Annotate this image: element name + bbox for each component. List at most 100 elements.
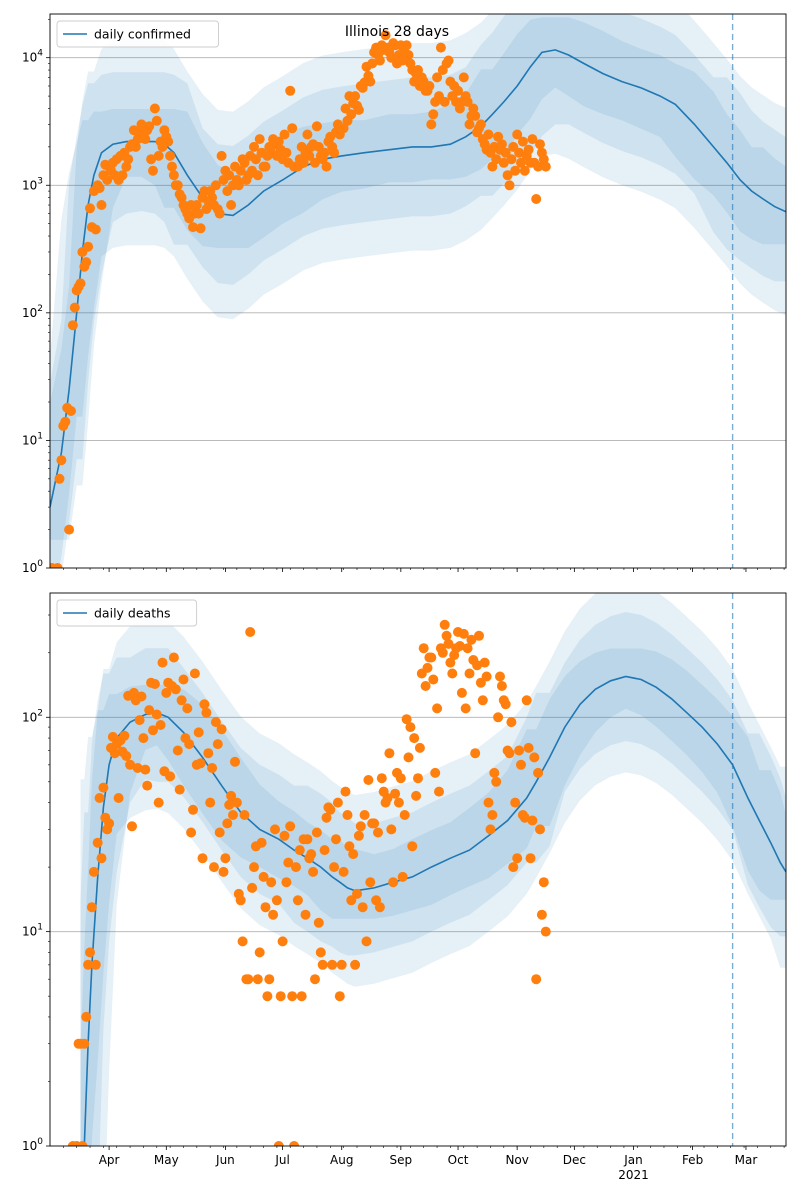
data-point	[458, 628, 469, 639]
data-point	[479, 657, 490, 668]
fit-line	[50, 49, 786, 508]
data-point	[264, 974, 275, 985]
data-point	[220, 853, 231, 864]
data-point	[310, 157, 320, 168]
data-point	[369, 818, 380, 829]
data-point	[514, 147, 525, 158]
data-point	[125, 759, 136, 770]
x-tick-label: Aug	[330, 1153, 353, 1167]
data-point	[512, 129, 523, 140]
data-point	[146, 154, 157, 165]
data-point	[249, 141, 259, 152]
data-point	[437, 647, 448, 658]
data-point	[291, 862, 301, 873]
data-point	[348, 849, 359, 860]
data-point	[121, 751, 132, 761]
data-point	[504, 180, 515, 191]
data-point	[485, 824, 496, 835]
data-point	[464, 119, 475, 130]
data-point	[203, 748, 214, 759]
data-point	[374, 902, 385, 913]
x-tick-label: Oct	[448, 1153, 469, 1167]
x-tick-label: Mar	[735, 1153, 758, 1167]
data-point	[132, 763, 143, 773]
data-point	[310, 974, 320, 985]
data-point	[535, 139, 545, 150]
data-point	[237, 936, 248, 947]
data-point	[384, 748, 395, 759]
data-point	[523, 144, 534, 155]
data-point	[252, 974, 263, 985]
data-point	[411, 790, 422, 801]
data-point	[88, 866, 99, 877]
data-point	[382, 793, 393, 803]
data-point	[531, 194, 542, 204]
data-point	[250, 154, 261, 165]
data-point	[83, 959, 94, 970]
data-point	[346, 895, 357, 906]
data-point	[344, 841, 355, 852]
uncertainty-band	[80, 612, 786, 1146]
data-point	[148, 725, 158, 736]
data-point	[353, 830, 364, 841]
data-point	[167, 161, 177, 172]
data-point	[365, 76, 376, 87]
x-tick-label: Jul	[274, 1153, 289, 1167]
data-point	[321, 161, 332, 172]
data-point	[535, 824, 545, 835]
data-point	[454, 641, 465, 651]
data-point	[140, 764, 151, 775]
data-point	[311, 827, 322, 838]
data-point	[462, 96, 473, 107]
data-point	[317, 959, 328, 970]
data-point	[113, 793, 124, 803]
data-point	[441, 630, 452, 641]
data-point	[357, 902, 368, 913]
data-point	[170, 684, 181, 695]
data-point	[184, 739, 195, 750]
data-point	[393, 797, 404, 808]
data-point	[270, 824, 280, 835]
data-point	[353, 104, 364, 115]
data-point	[496, 681, 507, 691]
data-point	[69, 302, 80, 313]
data-point	[127, 821, 137, 832]
data-point	[235, 895, 246, 906]
data-point	[56, 455, 67, 466]
data-point	[517, 136, 528, 147]
data-point	[395, 773, 406, 784]
uncertainty-band	[50, 14, 786, 568]
data-point	[432, 72, 443, 83]
data-point	[350, 91, 361, 102]
data-point	[81, 257, 92, 268]
data-point	[165, 771, 176, 782]
data-point	[231, 797, 242, 808]
y-tick-label: 102	[22, 304, 43, 320]
y-tick-label: 102	[22, 708, 43, 724]
data-point	[117, 170, 128, 181]
data-point	[350, 959, 361, 970]
data-point	[519, 165, 530, 176]
data-point	[308, 866, 319, 877]
data-point	[313, 917, 324, 928]
data-point	[151, 709, 162, 720]
data-point	[491, 154, 502, 165]
data-point	[302, 129, 313, 140]
data-point	[153, 797, 164, 808]
data-point	[340, 786, 351, 797]
data-point	[489, 767, 500, 778]
data-point	[460, 703, 471, 714]
data-point	[510, 165, 521, 176]
data-point	[300, 909, 311, 920]
data-point	[67, 320, 78, 331]
data-point	[142, 780, 153, 791]
data-point	[228, 810, 238, 820]
data-point	[508, 862, 519, 873]
data-point	[136, 691, 147, 702]
data-point	[207, 763, 218, 773]
data-point	[516, 157, 526, 168]
data-point	[64, 524, 75, 535]
data-point	[483, 129, 494, 140]
data-point	[424, 81, 435, 91]
data-point	[155, 720, 166, 730]
